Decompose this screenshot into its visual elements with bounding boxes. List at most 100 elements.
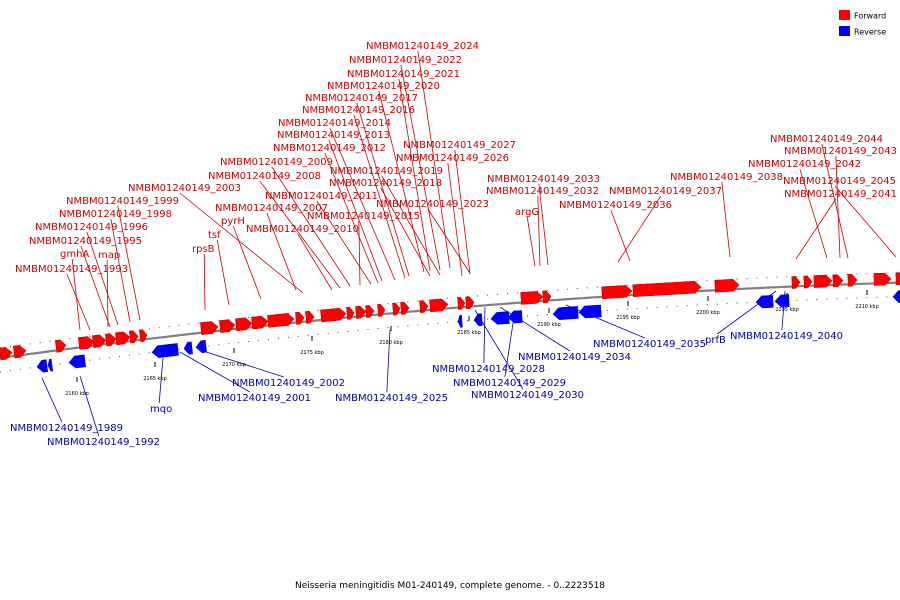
forward-gene-label[interactable]: NMBM01240149_2044 (770, 134, 883, 145)
forward-gene-label[interactable]: NMBM01240149_2024 (366, 41, 479, 52)
forward-gene-label[interactable]: NMBM01240149_2043 (784, 146, 897, 157)
forward-gene-label[interactable]: pyrH (221, 216, 245, 227)
forward-gene-label[interactable]: NMBM01240149_2022 (349, 55, 462, 66)
forward-gene-label[interactable]: NMBM01240149_2007 (215, 203, 328, 214)
forward-gene[interactable] (377, 304, 386, 317)
reverse-gene[interactable] (47, 358, 54, 372)
forward-gene[interactable] (267, 313, 295, 328)
forward-gene[interactable] (895, 272, 900, 286)
reverse-gene[interactable] (774, 294, 790, 308)
forward-gene[interactable] (419, 300, 429, 313)
forward-gene[interactable] (601, 285, 633, 300)
reverse-gene[interactable] (490, 311, 510, 325)
forward-gene[interactable] (295, 311, 305, 325)
reverse-gene-label[interactable]: NMBM01240149_2025 (335, 393, 448, 404)
forward-gene-label[interactable]: NMBM01240149_2020 (327, 81, 440, 92)
forward-gene-label[interactable]: NMBM01240149_2045 (783, 176, 896, 187)
forward-gene[interactable] (803, 275, 813, 289)
reverse-gene-label[interactable]: mqo (150, 404, 172, 415)
forward-gene-label[interactable]: NMBM01240149_2032 (486, 186, 599, 197)
forward-gene-label[interactable]: NMBM01240149_2008 (208, 171, 321, 182)
forward-gene[interactable] (105, 333, 117, 347)
forward-gene[interactable] (632, 280, 702, 298)
forward-gene-label[interactable]: gmhA (60, 249, 89, 260)
reverse-gene[interactable] (578, 304, 602, 319)
forward-gene-label[interactable]: NMBM01240149_2038 (670, 172, 783, 183)
forward-gene-label[interactable]: NMBM01240149_2016 (302, 105, 415, 116)
reverse-gene-label[interactable]: NMBM01240149_2028 (432, 364, 545, 375)
forward-gene[interactable] (346, 306, 355, 320)
forward-gene-label[interactable]: NMBM01240149_2023 (376, 199, 489, 210)
forward-gene[interactable] (200, 321, 219, 335)
forward-gene[interactable] (832, 274, 844, 288)
forward-gene[interactable] (305, 310, 315, 324)
reverse-gene[interactable] (36, 359, 49, 373)
forward-gene[interactable] (129, 330, 139, 344)
forward-gene[interactable] (520, 291, 544, 305)
forward-gene-label[interactable]: NMBM01240149_2003 (128, 183, 241, 194)
forward-gene-label[interactable]: NMBM01240149_2009 (220, 157, 333, 168)
reverse-gene-label[interactable]: prfB (705, 335, 726, 346)
reverse-gene[interactable] (151, 343, 179, 358)
forward-gene-label[interactable]: tsf (208, 230, 221, 241)
forward-gene[interactable] (392, 302, 401, 316)
reverse-gene[interactable] (68, 354, 86, 369)
reverse-gene[interactable] (183, 341, 193, 355)
forward-gene[interactable] (400, 301, 410, 315)
forward-gene[interactable] (813, 274, 833, 288)
forward-gene-label[interactable]: NMBM01240149_2014 (278, 118, 391, 129)
forward-gene-label[interactable]: NMBM01240149_1995 (29, 236, 142, 247)
forward-gene-label[interactable]: NMBM01240149_2013 (277, 130, 390, 141)
forward-gene-label[interactable]: NMBM01240149_2042 (748, 159, 861, 170)
reverse-gene[interactable] (195, 339, 207, 353)
forward-gene-label[interactable]: argG (515, 207, 539, 218)
forward-gene-label[interactable]: NMBM01240149_2041 (784, 189, 897, 200)
forward-gene[interactable] (219, 319, 236, 333)
forward-gene[interactable] (92, 334, 107, 348)
forward-gene-label[interactable]: NMBM01240149_1999 (66, 196, 179, 207)
forward-gene-label[interactable]: NMBM01240149_2015 (307, 211, 420, 222)
forward-gene-label[interactable]: NMBM01240149_1993 (15, 264, 128, 275)
forward-gene[interactable] (355, 305, 367, 319)
forward-gene[interactable] (847, 273, 858, 287)
reverse-gene[interactable] (507, 310, 523, 324)
forward-gene-label[interactable]: NMBM01240149_2012 (273, 143, 386, 154)
reverse-gene[interactable] (473, 313, 483, 327)
forward-gene[interactable] (78, 336, 95, 350)
reverse-gene-label[interactable]: NMBM01240149_2034 (518, 352, 631, 363)
forward-gene-label[interactable]: rpsB (192, 244, 215, 255)
forward-gene[interactable] (457, 297, 466, 310)
reverse-gene[interactable] (552, 306, 579, 320)
forward-gene[interactable] (115, 331, 131, 346)
reverse-gene[interactable] (457, 314, 463, 328)
forward-gene-label[interactable]: NMBM01240149_2019 (330, 166, 443, 177)
forward-gene[interactable] (235, 317, 253, 332)
forward-gene-label[interactable]: map (98, 250, 120, 261)
forward-gene-label[interactable]: NMBM01240149_2010 (246, 224, 359, 235)
forward-gene[interactable] (542, 290, 552, 304)
forward-gene[interactable] (320, 307, 347, 323)
reverse-gene-label[interactable]: NMBM01240149_2029 (453, 378, 566, 389)
forward-gene-label[interactable]: NMBM01240149_2027 (403, 140, 516, 151)
reverse-gene-label[interactable]: NMBM01240149_1989 (10, 423, 123, 434)
forward-gene-label[interactable]: NMBM01240149_1998 (59, 209, 172, 220)
reverse-gene-label[interactable]: NMBM01240149_2035 (593, 339, 706, 350)
forward-gene[interactable] (139, 329, 148, 343)
forward-gene[interactable] (465, 296, 475, 310)
forward-gene[interactable] (873, 272, 892, 286)
reverse-gene-label[interactable]: NMBM01240149_1992 (47, 437, 160, 448)
forward-gene-label[interactable]: NMBM01240149_1996 (35, 222, 148, 233)
forward-gene[interactable] (429, 298, 449, 313)
reverse-gene[interactable] (755, 295, 774, 309)
forward-gene-label[interactable]: NMBM01240149_2037 (609, 186, 722, 197)
forward-gene[interactable] (0, 346, 13, 361)
forward-gene[interactable] (714, 279, 740, 293)
forward-gene-label[interactable]: NMBM01240149_2036 (559, 200, 672, 211)
forward-gene-label[interactable]: NMBM01240149_2033 (487, 174, 600, 185)
forward-gene[interactable] (365, 305, 375, 318)
forward-gene-label[interactable]: NMBM01240149_2018 (329, 178, 442, 189)
reverse-gene-label[interactable]: NMBM01240149_2040 (730, 331, 843, 342)
forward-gene-label[interactable]: NMBM01240149_2017 (305, 93, 418, 104)
reverse-gene-label[interactable]: NMBM01240149_2030 (471, 390, 584, 401)
forward-gene[interactable] (791, 276, 801, 289)
